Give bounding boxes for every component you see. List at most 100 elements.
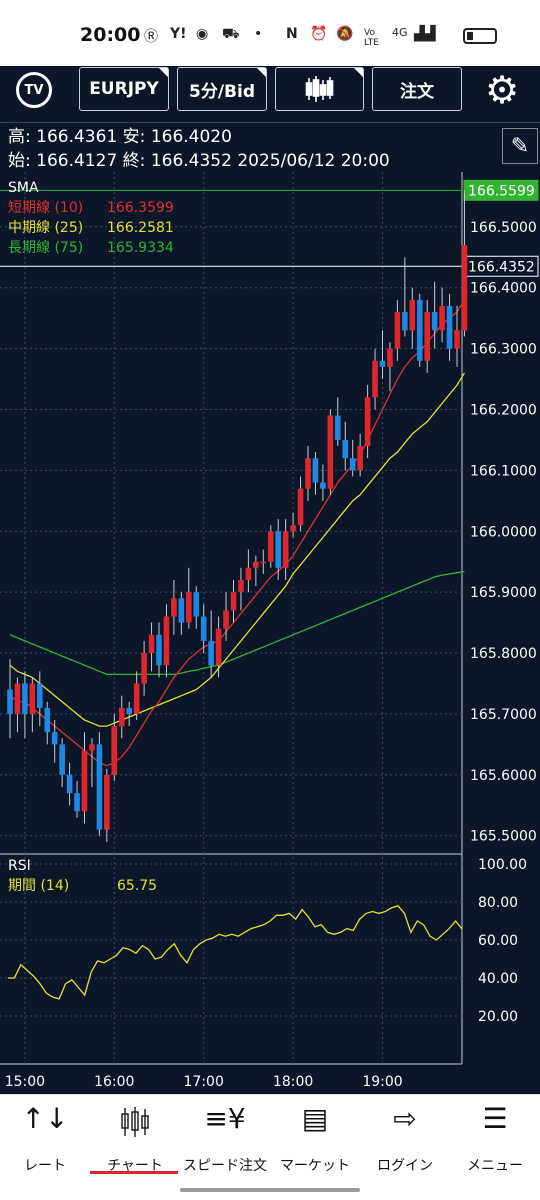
- price-chart[interactable]: 166.5000 166.4000 166.3000 166.2000 166.1000…: [0, 172, 540, 1094]
- price-marker-label: 166.4352: [468, 259, 535, 275]
- candle: [312, 452, 319, 495]
- speed-order-icon: ≡¥: [204, 1102, 246, 1135]
- candle-body: [312, 458, 319, 483]
- candle: [253, 555, 259, 587]
- candle-body: [156, 634, 162, 666]
- candle-body: [253, 561, 259, 568]
- rsi-tick-label: 40.00: [478, 971, 518, 987]
- candle-body: [446, 305, 453, 349]
- cart-icon: ⛟: [222, 26, 240, 42]
- candle: [148, 622, 155, 672]
- candle: [297, 476, 304, 532]
- nav-chart[interactable]: チャート: [90, 1095, 180, 1175]
- candle-body: [223, 610, 229, 629]
- candle: [178, 592, 185, 635]
- candle: [267, 525, 274, 568]
- candle-body: [342, 439, 349, 459]
- price-tick-label: 166.2000: [470, 402, 537, 418]
- candle: [14, 677, 21, 733]
- candle-body: [275, 531, 281, 568]
- nav-menu-label: メニュー: [467, 1158, 523, 1174]
- candle-body: [51, 732, 58, 745]
- candle-body: [245, 567, 252, 580]
- rsi-line: [8, 905, 463, 1000]
- candle: [29, 677, 36, 733]
- candle: [461, 190, 468, 337]
- rate-arrows-icon: ↑↓: [21, 1102, 69, 1135]
- nav-login[interactable]: ⇨ ログイン: [360, 1095, 450, 1175]
- candle-body: [163, 616, 170, 666]
- candle-body: [424, 312, 430, 361]
- candle-body: [215, 628, 222, 666]
- sma-mid-value: 166.2581: [107, 220, 174, 236]
- tradingview-logo-icon[interactable]: TV: [16, 72, 52, 108]
- sma-mid-line: [9, 372, 466, 727]
- gear-icon[interactable]: ⚙: [485, 68, 520, 112]
- candle: [171, 579, 177, 635]
- close-value: 166.4352: [150, 151, 232, 171]
- symbol-selector-button[interactable]: EURJPY: [79, 67, 169, 111]
- time-tick-label: 19:00: [362, 1074, 402, 1090]
- candle: [81, 732, 88, 824]
- candle-body: [111, 726, 118, 775]
- nfc-icon: N: [286, 26, 298, 42]
- candle: [320, 464, 326, 501]
- candle: [357, 433, 363, 477]
- price-tick-label: 166.3000: [470, 342, 537, 358]
- timeframe-selector-button[interactable]: 5分/Bid: [177, 67, 267, 111]
- nav-login-label: ログイン: [377, 1158, 433, 1174]
- chart-type-button[interactable]: [275, 67, 364, 111]
- candle: [349, 439, 356, 477]
- candle-body: [200, 616, 207, 641]
- order-button[interactable]: 注文: [372, 67, 462, 111]
- candle: [282, 519, 289, 580]
- candle-body: [133, 683, 140, 714]
- candle-body: [416, 299, 423, 361]
- price-tick-label: 166.1000: [470, 463, 537, 479]
- nav-market[interactable]: ▤ マーケット: [270, 1095, 360, 1175]
- sma-short-line: [9, 299, 466, 767]
- candle-body: [7, 689, 13, 714]
- nav-menu[interactable]: ☰ メニュー: [450, 1095, 540, 1175]
- time-tick-label: 16:00: [94, 1074, 134, 1090]
- sma-title: SMA: [8, 180, 39, 196]
- sma-long-line: [9, 570, 465, 676]
- candle: [223, 592, 229, 641]
- price-tick-label: 166.0000: [470, 524, 537, 540]
- candle: [446, 293, 453, 361]
- candle-body: [208, 640, 214, 666]
- home-indicator: [180, 1188, 360, 1192]
- candle-body: [267, 531, 274, 562]
- candle-body: [297, 488, 304, 526]
- candle-body: [193, 592, 200, 617]
- status-time: 20:00: [80, 24, 141, 46]
- candle-body: [59, 744, 65, 775]
- sma-mid-label: 中期線 (25): [8, 220, 83, 236]
- alarm-icon: ⏰: [310, 26, 328, 42]
- line-icon: ◉: [196, 26, 209, 42]
- candle-body: [439, 305, 445, 331]
- pencil-icon[interactable]: ✎: [502, 128, 538, 164]
- nav-speed-order[interactable]: ≡¥ スピード注文: [180, 1095, 270, 1175]
- candle: [141, 640, 147, 696]
- candle: [22, 671, 28, 739]
- candle-body: [44, 707, 51, 733]
- nav-rate[interactable]: ↑↓ レート: [0, 1095, 90, 1175]
- candle-body: [171, 598, 177, 617]
- candle: [431, 281, 438, 349]
- news-icon: ▤: [301, 1102, 329, 1135]
- candle-body: [89, 744, 95, 751]
- candle: [290, 513, 296, 538]
- candle: [454, 305, 460, 367]
- candle-body: [394, 312, 401, 349]
- candle: [327, 409, 334, 495]
- yahoo-icon: Y!: [170, 26, 187, 42]
- price-tick-label: 166.5000: [470, 220, 537, 236]
- price-tick-label: 165.6000: [470, 768, 537, 784]
- close-label: 終:: [122, 151, 146, 171]
- price-tick-label: 165.5000: [470, 829, 537, 845]
- candle: [59, 738, 65, 788]
- candle-body: [402, 312, 408, 331]
- high-label: 高:: [8, 127, 31, 147]
- candlestick-icon: [90, 1105, 180, 1145]
